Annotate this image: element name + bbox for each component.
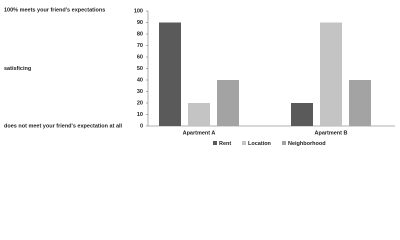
bar (320, 22, 342, 126)
legend-swatch (282, 141, 286, 145)
annotation: does not meet your friend's expectation … (4, 123, 123, 129)
legend-swatch (213, 141, 217, 145)
annotation: satisficing (4, 66, 31, 72)
y-tick-label: 90 (137, 20, 143, 26)
legend-label: Location (248, 141, 272, 147)
legend-label: Rent (219, 141, 231, 147)
y-tick-label: 70 (137, 43, 143, 49)
legend-label: Neighborhood (288, 141, 326, 147)
y-tick-label: 20 (137, 100, 143, 106)
y-tick-label: 0 (140, 123, 143, 129)
bar (349, 80, 371, 126)
bar (291, 103, 313, 126)
y-tick-label: 80 (137, 31, 143, 37)
y-tick-label: 10 (137, 112, 143, 118)
x-tick-label: Apartment A (183, 130, 216, 136)
y-tick-label: 50 (137, 66, 143, 72)
bar (217, 80, 239, 126)
y-tick-label: 40 (137, 77, 143, 83)
y-tick-label: 30 (137, 89, 143, 95)
x-tick-label: Apartment B (314, 130, 347, 136)
legend-swatch (242, 141, 246, 145)
bar (159, 22, 181, 126)
y-tick-label: 60 (137, 54, 143, 60)
annotation: 100% meets your friend's expectations (4, 7, 105, 13)
chart: 100% meets your friend's expectations sat… (4, 7, 395, 147)
y-tick-label: 100 (134, 8, 143, 14)
bar (188, 103, 210, 126)
